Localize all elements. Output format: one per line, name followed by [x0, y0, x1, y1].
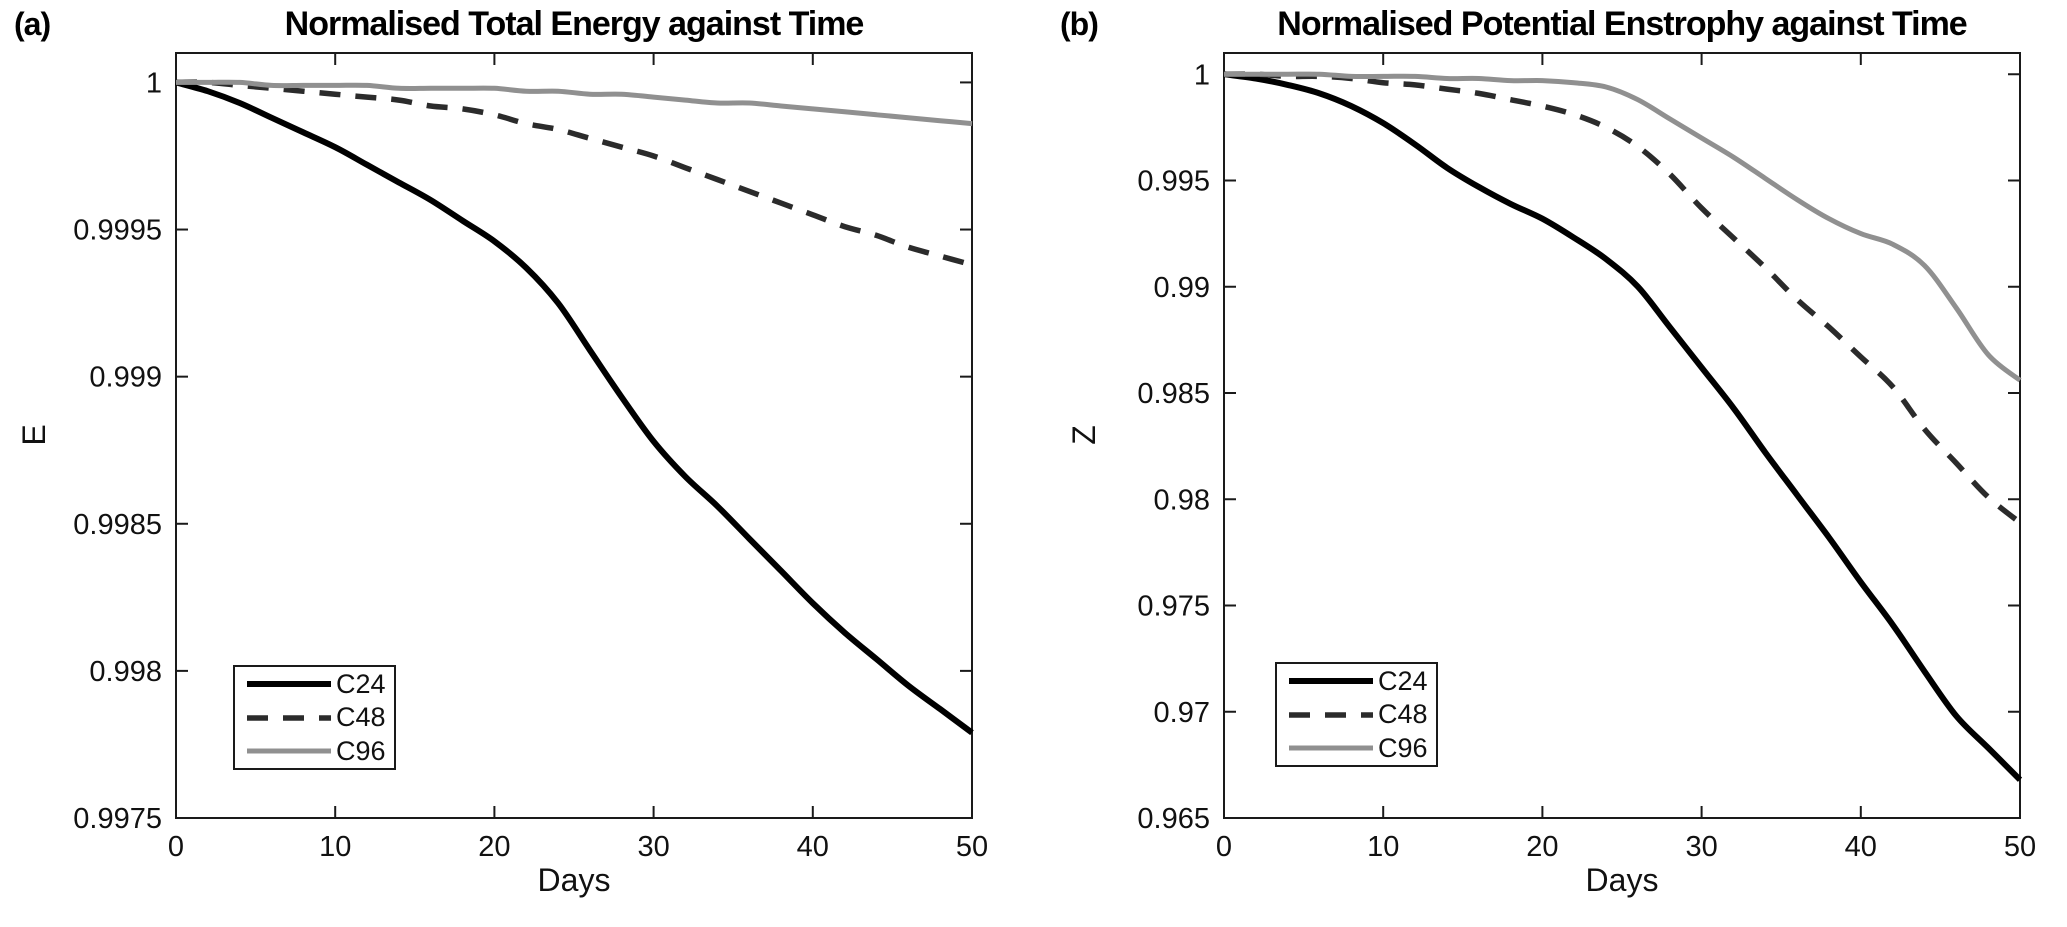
c96-line-sample	[247, 748, 331, 754]
panel-a-letter: (a)	[14, 6, 51, 42]
c48-line-sample	[1289, 711, 1373, 718]
y-tick-label: 0.995	[1137, 166, 1210, 198]
x-tick-label: 20	[1526, 831, 1558, 863]
legend-item-c48: C48	[244, 701, 394, 734]
x-tick-label: 20	[478, 831, 510, 863]
c96-line-sample	[1289, 745, 1373, 751]
legend-label-c96: C96	[1378, 732, 1428, 763]
panel-a-legend: C24 C48 C96	[233, 665, 396, 770]
legend-label-c48: C48	[336, 702, 386, 732]
axes-box	[1223, 52, 2021, 819]
y-tick-label: 0.999	[89, 362, 162, 394]
legend-label-c24: C24	[336, 668, 386, 699]
y-tick-label: 0.965	[1137, 803, 1210, 835]
y-tick-label: 0.99	[1154, 272, 1210, 304]
x-tick-label: 50	[2004, 831, 2036, 863]
legend-item-c24: C24	[244, 668, 394, 701]
y-tick-label: 0.985	[1137, 378, 1210, 410]
x-tick-label: 50	[956, 831, 988, 863]
c24-line-sample	[1289, 678, 1373, 684]
x-tick-label: 0	[168, 831, 184, 863]
x-tick-label: 10	[319, 831, 351, 863]
axes-box	[175, 52, 973, 819]
panel-a-title: Normalised Total Energy against Time	[284, 5, 865, 43]
y-tick-label: 0.97	[1154, 697, 1210, 729]
C96-curve	[1224, 71, 2022, 383]
y-tick-label: 0.9985	[73, 509, 162, 541]
c48-line-sample	[247, 714, 331, 721]
panel-b-x-axis-label: Days	[1585, 862, 1659, 898]
legend-item-c48: C48	[1286, 698, 1436, 731]
legend-label-c96: C96	[336, 735, 386, 766]
C48-curve	[175, 79, 973, 268]
x-tick-label: 40	[797, 831, 829, 863]
legend-label-c48: C48	[1378, 699, 1428, 729]
y-tick-label: 0.975	[1137, 591, 1210, 623]
y-tick-label: 1	[1194, 59, 1210, 91]
legend-label-c24: C24	[1378, 665, 1428, 696]
panel-b-y-axis-label: Z	[1065, 425, 1102, 445]
C48-curve	[1223, 71, 2022, 525]
C96-curve	[175, 79, 973, 127]
y-tick-label: 1	[146, 67, 162, 99]
x-tick-label: 0	[1216, 831, 1232, 863]
c24-line-sample	[247, 681, 331, 687]
y-tick-label: 0.9995	[73, 215, 162, 247]
x-tick-label: 10	[1367, 831, 1399, 863]
legend-item-c24: C24	[1286, 665, 1436, 698]
y-tick-label: 0.98	[1154, 484, 1210, 516]
x-tick-label: 30	[637, 831, 669, 863]
legend-item-c96: C96	[1286, 732, 1436, 765]
x-tick-label: 40	[1845, 831, 1877, 863]
y-tick-label: 0.998	[89, 656, 162, 688]
panel-b-title: Normalised Potential Enstrophy against T…	[1277, 5, 1967, 43]
panel-a-y-axis-label: E	[15, 424, 52, 446]
x-tick-label: 30	[1685, 831, 1717, 863]
panel-b-letter: (b)	[1060, 6, 1099, 42]
legend-item-c96: C96	[244, 735, 394, 768]
C24-curve	[1223, 71, 2023, 782]
y-tick-label: 0.9975	[73, 803, 162, 835]
panel-b-legend: C24 C48 C96	[1275, 662, 1438, 767]
C24-curve	[175, 79, 974, 736]
panel-a-x-axis-label: Days	[537, 862, 611, 898]
